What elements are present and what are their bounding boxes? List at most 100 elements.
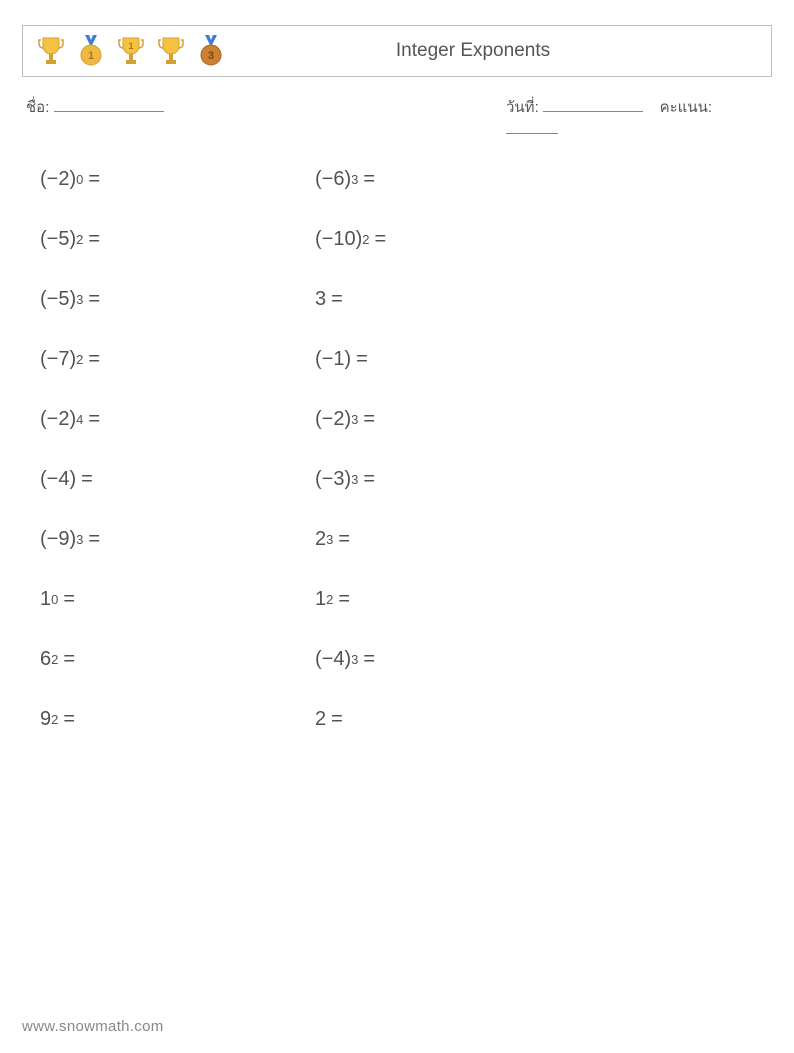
problem-exponent: 4 (76, 412, 83, 427)
problem-base: (−1) (315, 348, 351, 371)
equals-sign: = (338, 588, 350, 611)
problem-exponent: 2 (51, 712, 58, 727)
problem-base: (−2) (40, 168, 76, 191)
name-field: ชื่อ: (26, 95, 506, 138)
problem: 92 = (40, 708, 315, 734)
problem-exponent: 3 (351, 412, 358, 427)
problem-exponent: 2 (76, 352, 83, 367)
problem-base: (−5) (40, 228, 76, 251)
score-label: คะแนน: (660, 99, 712, 116)
problems-container: (−2)0 =(−5)2 =(−5)3 =(−7)2 =(−2)4 =(−4) … (22, 168, 772, 734)
problem: (−5)2 = (40, 228, 315, 254)
name-label: ชื่อ: (26, 99, 49, 116)
problem-base: (−6) (315, 168, 351, 191)
problem-exponent: 2 (76, 232, 83, 247)
problem-exponent: 3 (351, 172, 358, 187)
score-blank (506, 119, 558, 134)
problem-base: (−3) (315, 468, 351, 491)
equals-sign: = (81, 468, 93, 491)
problem-base: 2 (315, 528, 326, 551)
equals-sign: = (88, 408, 100, 431)
equals-sign: = (363, 408, 375, 431)
problem: 10 = (40, 588, 315, 614)
problem-base: 3 (315, 288, 326, 311)
problem-base: (−2) (40, 408, 76, 431)
equals-sign: = (88, 288, 100, 311)
problem: (−2)3 = (315, 408, 590, 434)
medal-1-icon: 1 (75, 32, 107, 70)
problem-base: (−2) (315, 408, 351, 431)
equals-sign: = (374, 228, 386, 251)
problem: (−2)4 = (40, 408, 315, 434)
worksheet-title: Integer Exponents (227, 40, 759, 62)
problem: 3 = (315, 288, 590, 314)
trophy-icon (35, 32, 67, 70)
svg-text:3: 3 (208, 50, 214, 62)
date-blank (543, 97, 643, 112)
problem: (−7)2 = (40, 348, 315, 374)
problem: (−9)3 = (40, 528, 315, 554)
problem-exponent: 3 (326, 532, 333, 547)
equals-sign: = (363, 648, 375, 671)
equals-sign: = (88, 168, 100, 191)
problem-exponent: 3 (76, 292, 83, 307)
problem-base: 9 (40, 708, 51, 731)
problem: (−5)3 = (40, 288, 315, 314)
svg-text:1: 1 (88, 50, 94, 62)
equals-sign: = (331, 288, 343, 311)
equals-sign: = (88, 528, 100, 551)
equals-sign: = (363, 168, 375, 191)
problem-base: 2 (315, 708, 326, 731)
equals-sign: = (356, 348, 368, 371)
trophy-icon-2 (155, 32, 187, 70)
problem: (−4)3 = (315, 648, 590, 674)
problem: (−10)2 = (315, 228, 590, 254)
problem-base: (−4) (40, 468, 76, 491)
problem: 62 = (40, 648, 315, 674)
problem: 2 = (315, 708, 590, 734)
equals-sign: = (363, 468, 375, 491)
problem-exponent: 3 (76, 532, 83, 547)
problem-exponent: 2 (326, 592, 333, 607)
equals-sign: = (88, 348, 100, 371)
problem-exponent: 0 (76, 172, 83, 187)
date-label: วันที่: (506, 99, 539, 116)
problem: (−3)3 = (315, 468, 590, 494)
equals-sign: = (63, 648, 75, 671)
problem: 23 = (315, 528, 590, 554)
problem-base: (−7) (40, 348, 76, 371)
equals-sign: = (63, 588, 75, 611)
date-score-field: วันที่: คะแนน: (506, 95, 768, 138)
problem-exponent: 3 (351, 472, 358, 487)
problem: (−6)3 = (315, 168, 590, 194)
problem-exponent: 3 (351, 652, 358, 667)
problem: (−2)0 = (40, 168, 315, 194)
problem: (−4) = (40, 468, 315, 494)
name-blank (54, 97, 164, 112)
problem-exponent: 2 (51, 652, 58, 667)
equals-sign: = (63, 708, 75, 731)
problem-base: (−9) (40, 528, 76, 551)
problem-exponent: 0 (51, 592, 58, 607)
problem: (−1) = (315, 348, 590, 374)
equals-sign: = (331, 708, 343, 731)
problem-base: (−5) (40, 288, 76, 311)
problem-base: 6 (40, 648, 51, 671)
problems-col-2: (−6)3 =(−10)2 =3 =(−1) =(−2)3 =(−3)3 =23… (315, 168, 590, 734)
problem-base: 1 (40, 588, 51, 611)
info-row: ชื่อ: วันที่: คะแนน: (22, 95, 772, 138)
problems-col-1: (−2)0 =(−5)2 =(−5)3 =(−7)2 =(−2)4 =(−4) … (40, 168, 315, 734)
medal-3-icon: 3 (195, 32, 227, 70)
problem-base: (−10) (315, 228, 362, 251)
problem-exponent: 2 (362, 232, 369, 247)
header-box: 1 1 3 Integer Exponents (22, 25, 772, 77)
problem-base: (−4) (315, 648, 351, 671)
equals-sign: = (338, 528, 350, 551)
svg-text:1: 1 (128, 41, 133, 51)
problem-base: 1 (315, 588, 326, 611)
problem: 12 = (315, 588, 590, 614)
header-icons: 1 1 3 (35, 32, 227, 70)
equals-sign: = (88, 228, 100, 251)
footer-url: www.snowmath.com (22, 1018, 164, 1035)
trophy-1-icon: 1 (115, 32, 147, 70)
